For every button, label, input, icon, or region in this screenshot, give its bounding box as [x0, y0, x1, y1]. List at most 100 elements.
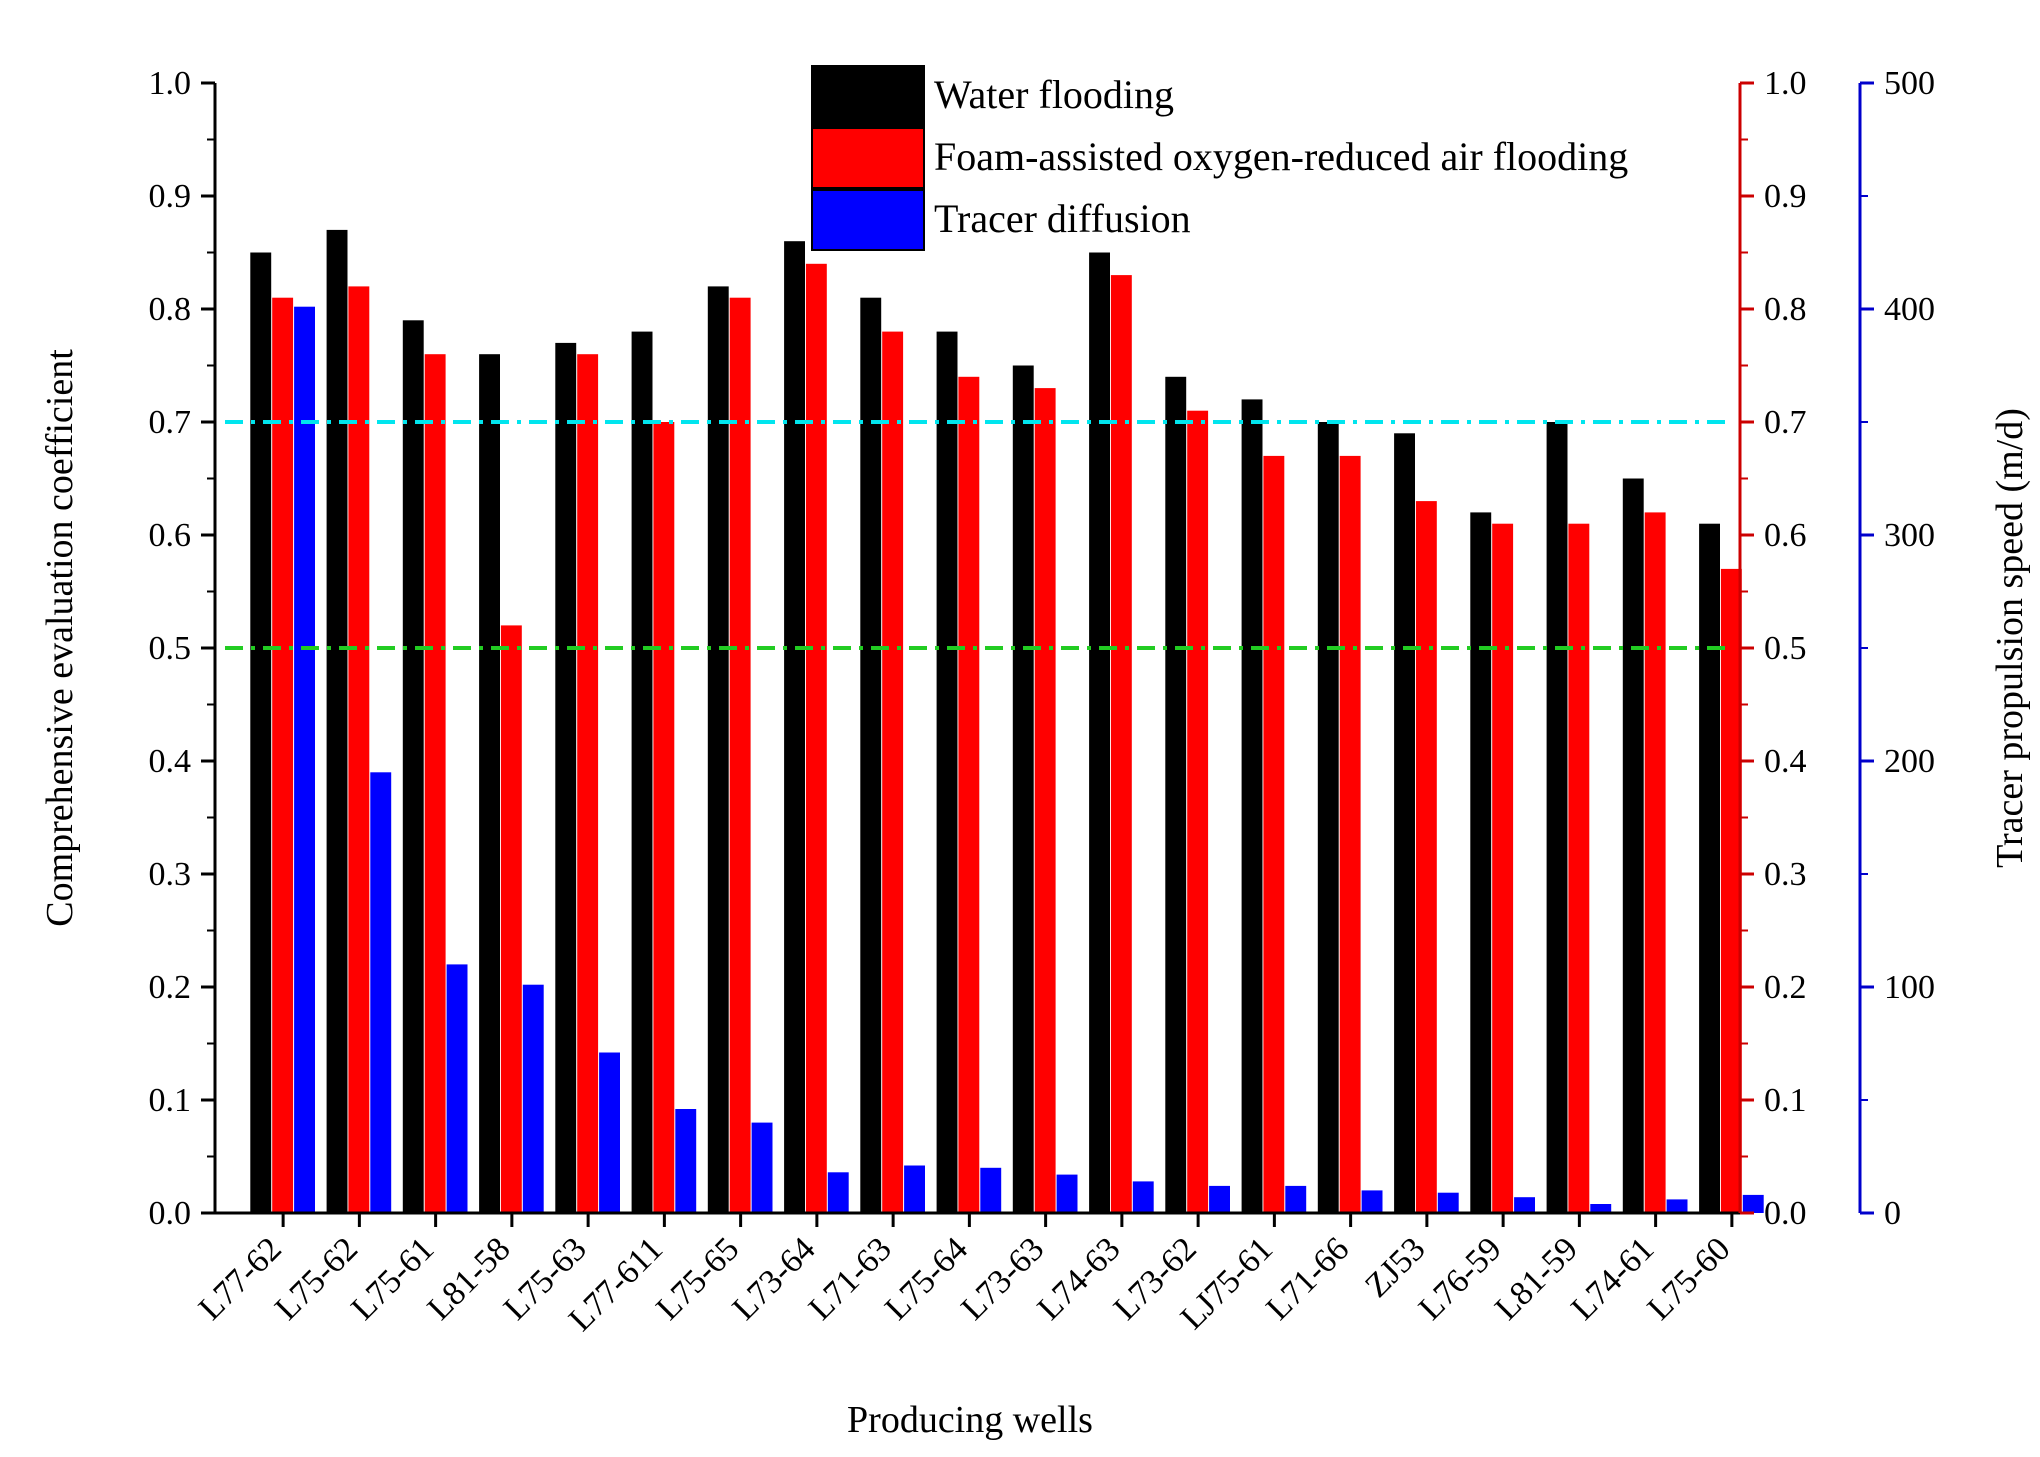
y3-tick-label: 500: [1884, 65, 1935, 102]
y-tick-label: 0.0: [149, 1195, 192, 1232]
bar-tracer-diffusion-l75-60: [1742, 1194, 1764, 1213]
x-tick-label: L75-62: [268, 1230, 365, 1327]
axes: [201, 81, 1874, 1227]
y-axis-title: Comprehensive evaluation coefficient: [39, 349, 81, 927]
y2-tick-label: 0.9: [1764, 178, 1807, 215]
x-axis-title: Producing wells: [847, 1399, 1093, 1441]
bar-water-flooding-l75-64: [936, 331, 958, 1214]
y-tick-label: 0.9: [149, 178, 192, 215]
bar-foam-assisted-oxygen-reduced-air-flooding-l75-65: [729, 297, 751, 1213]
x-tick-label: L73-64: [726, 1230, 823, 1327]
bar-tracer-diffusion-l71-66: [1361, 1190, 1383, 1213]
bar-foam-assisted-oxygen-reduced-air-flooding-l74-61: [1644, 512, 1666, 1213]
y-tick-label: 0.7: [149, 404, 192, 441]
bar-water-flooding-l75-63: [555, 342, 577, 1213]
bar-water-flooding-l81-59: [1546, 422, 1568, 1213]
bar-water-flooding-l74-63: [1089, 252, 1110, 1213]
x-tick-label: L75-60: [1641, 1230, 1738, 1327]
bar-water-flooding-l77-611: [631, 331, 653, 1214]
bar-tracer-diffusion-l81-59: [1590, 1204, 1612, 1213]
bar-foam-assisted-oxygen-reduced-air-flooding-l75-61: [424, 354, 446, 1213]
bar-foam-assisted-oxygen-reduced-air-flooding-l74-63: [1110, 275, 1132, 1214]
bar-tracer-diffusion-lj75-61: [1285, 1185, 1307, 1213]
bar-tracer-diffusion-l75-63: [599, 1052, 620, 1213]
y2-tick-label: 0.4: [1764, 743, 1807, 780]
bar-tracer-diffusion-l75-65: [751, 1122, 773, 1213]
bar-tracer-diffusion-l71-63: [904, 1165, 925, 1213]
bar-foam-assisted-oxygen-reduced-air-flooding-l81-59: [1568, 523, 1590, 1213]
x-tick-label: L75-64: [878, 1230, 975, 1327]
bar-water-flooding-l77-62: [250, 252, 272, 1213]
y2-tick-label: 0.8: [1764, 291, 1807, 328]
bar-foam-assisted-oxygen-reduced-air-flooding-l73-63: [1034, 388, 1056, 1214]
bar-water-flooding-lj75-61: [1241, 399, 1263, 1213]
x-tick-label: L73-63: [954, 1230, 1051, 1327]
bar-water-flooding-l75-61: [402, 320, 424, 1213]
y2-tick-label: 0.2: [1764, 969, 1807, 1006]
bar-water-flooding-l73-64: [784, 241, 805, 1213]
bar-foam-assisted-oxygen-reduced-air-flooding-l81-58: [500, 625, 522, 1213]
bar-water-flooding-l71-66: [1317, 422, 1339, 1213]
x-tick-label: L77-62: [192, 1230, 289, 1327]
x-tick-label: L81-58: [421, 1230, 518, 1327]
y3-tick-label: 400: [1884, 291, 1935, 328]
bar-water-flooding-l75-62: [326, 229, 348, 1213]
x-tick-label: L76-59: [1412, 1230, 1509, 1327]
bar-tracer-diffusion-l81-58: [522, 984, 544, 1213]
bar-water-flooding-l73-62: [1165, 376, 1187, 1213]
bar-water-flooding-l75-60: [1699, 523, 1720, 1213]
bar-foam-assisted-oxygen-reduced-air-flooding-l75-60: [1720, 568, 1742, 1213]
y2-tick-label: 0.7: [1764, 404, 1807, 441]
legend-label-1: Water flooding: [934, 72, 1174, 117]
bar-tracer-diffusion-l74-61: [1666, 1199, 1688, 1213]
x-tick-label: L74-61: [1564, 1230, 1661, 1327]
y-tick-label: 0.4: [149, 743, 192, 780]
x-tick-label: L71-66: [1259, 1230, 1356, 1327]
y-tick-label: 0.6: [149, 517, 192, 554]
legend-label-2: Foam-assisted oxygen-reduced air floodin…: [934, 134, 1628, 179]
legend-swatch-3: [811, 189, 925, 251]
bar-foam-assisted-oxygen-reduced-air-flooding-l75-63: [577, 354, 599, 1213]
bar-tracer-diffusion-l75-62: [370, 772, 392, 1213]
bar-tracer-diffusion-l77-62: [294, 306, 315, 1213]
bar-foam-assisted-oxygen-reduced-air-flooding-l76-59: [1492, 523, 1514, 1213]
y2-tick-label: 0.3: [1764, 856, 1807, 893]
y2-tick-label: 0.5: [1764, 630, 1807, 667]
y-tick-label: 0.1: [149, 1082, 192, 1119]
y3-tick-label: 200: [1884, 743, 1935, 780]
x-tick-label: L75-65: [649, 1230, 746, 1327]
bar-tracer-diffusion-l76-59: [1514, 1197, 1535, 1213]
bar-foam-assisted-oxygen-reduced-air-flooding-l73-62: [1187, 410, 1209, 1213]
bar-foam-assisted-oxygen-reduced-air-flooding-l71-66: [1339, 455, 1361, 1213]
y3-tick-label: 300: [1884, 517, 1935, 554]
bar-tracer-diffusion-l75-61: [446, 964, 468, 1213]
bar-foam-assisted-oxygen-reduced-air-flooding-l75-62: [348, 286, 370, 1213]
y2-tick-label: 0.0: [1764, 1195, 1807, 1232]
bar-water-flooding-zj53: [1394, 433, 1415, 1213]
y3-tick-label: 100: [1884, 969, 1935, 1006]
bar-tracer-diffusion-zj53: [1437, 1192, 1459, 1213]
bar-water-flooding-l75-65: [707, 286, 729, 1213]
x-tick-label: L75-61: [344, 1230, 441, 1327]
legend-swatch-2: [811, 127, 925, 189]
bar-foam-assisted-oxygen-reduced-air-flooding-l73-64: [805, 263, 827, 1213]
bar-foam-assisted-oxygen-reduced-air-flooding-lj75-61: [1263, 455, 1285, 1213]
x-tick-label: L81-59: [1488, 1230, 1585, 1327]
y2-tick-label: 1.0: [1764, 65, 1807, 102]
y2-tick-label: 0.6: [1764, 517, 1807, 554]
bar-tracer-diffusion-l75-64: [980, 1167, 1002, 1213]
bar-tracer-diffusion-l77-611: [675, 1109, 697, 1213]
bar-foam-assisted-oxygen-reduced-air-flooding-l77-62: [272, 297, 294, 1213]
legend: Water flooding Foam-assisted oxygen-reduc…: [811, 65, 1628, 251]
bar-water-flooding-l76-59: [1470, 512, 1492, 1213]
y-tick-label: 0.5: [149, 630, 192, 667]
y2-tick-label: 0.1: [1764, 1082, 1807, 1119]
y3-tick-label: 0: [1884, 1195, 1901, 1232]
bar-tracer-diffusion-l73-63: [1056, 1174, 1078, 1213]
y-tick-label: 0.3: [149, 856, 192, 893]
reference-lines: [225, 420, 1730, 650]
x-tick-label: L71-63: [802, 1230, 899, 1327]
y3-axis-title: Tracer propulsion speed (m/d): [1989, 408, 2031, 868]
bar-foam-assisted-oxygen-reduced-air-flooding-l75-64: [958, 376, 980, 1213]
